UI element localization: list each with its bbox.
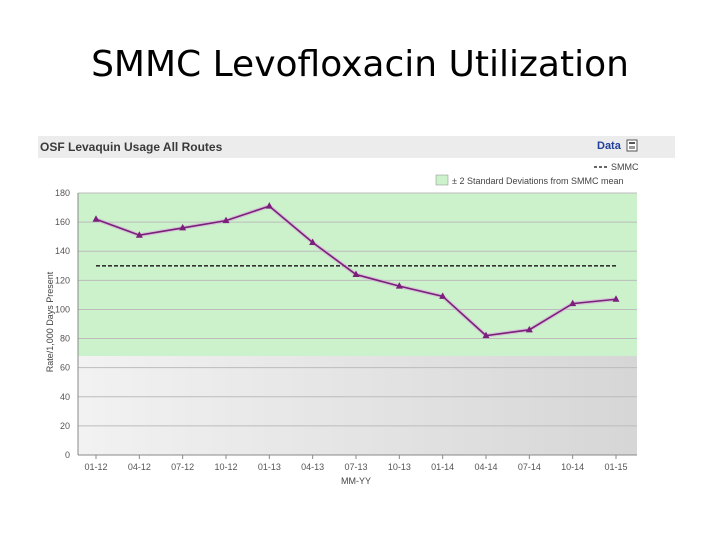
data-point [135, 231, 143, 238]
y-tick-label: 100 [55, 304, 70, 314]
y-tick-label: 180 [55, 188, 70, 198]
x-tick-label: 10-12 [214, 462, 237, 472]
y-tick-label: 40 [60, 392, 70, 402]
x-tick-label: 04-14 [474, 462, 497, 472]
data-point [439, 292, 447, 299]
x-tick-label: 01-14 [431, 462, 454, 472]
chart-title: OSF Levaquin Usage All Routes [40, 140, 223, 154]
y-tick-label: 140 [55, 246, 70, 256]
slide-title: SMMC Levofloxacin Utilization [91, 44, 629, 85]
y-tick-label: 20 [60, 421, 70, 431]
y-tick-label: 80 [60, 334, 70, 344]
x-tick-label: 04-12 [128, 462, 151, 472]
data-point [92, 215, 100, 222]
data-point [569, 299, 577, 307]
export-icon[interactable] [626, 139, 638, 152]
data-point [309, 238, 317, 245]
x-tick-label: 07-12 [171, 462, 194, 472]
x-tick-label: 04-13 [301, 462, 324, 472]
x-tick-label: 01-15 [604, 462, 627, 472]
data-point [612, 295, 620, 302]
data-point [525, 325, 533, 333]
legend-mean-label: SMMC [611, 162, 639, 172]
x-tick-label: 07-13 [344, 462, 367, 472]
legend-band-label: ± 2 Standard Deviations from SMMC mean [452, 176, 624, 186]
x-tick-label: 10-13 [388, 462, 411, 472]
x-tick-label: 01-13 [258, 462, 281, 472]
data-point [482, 331, 490, 339]
y-tick-label: 0 [65, 450, 70, 460]
chart-header-bar [38, 136, 675, 158]
x-tick-label: 07-14 [518, 462, 541, 472]
data-point [265, 202, 273, 209]
x-axis-label: MM-YY [341, 476, 371, 486]
y-tick-label: 160 [55, 217, 70, 227]
y-tick-label: 120 [55, 275, 70, 285]
x-tick-label: 01-12 [84, 462, 107, 472]
data-link[interactable]: Data [597, 140, 621, 152]
data-point [179, 223, 187, 231]
data-point [395, 282, 403, 289]
x-tick-label: 10-14 [561, 462, 584, 472]
chart-panel: OSF Levaquin Usage All Routes Data SMMC … [38, 136, 676, 488]
data-point [352, 270, 360, 278]
chart-svg: SMMC ± 2 Standard Deviations from SMMC m… [45, 139, 639, 486]
legend-band-swatch [435, 174, 449, 186]
y-tick-label: 60 [60, 363, 70, 373]
y-axis-label: Rate/1,000 Days Present [45, 271, 55, 372]
data-point [222, 216, 230, 224]
